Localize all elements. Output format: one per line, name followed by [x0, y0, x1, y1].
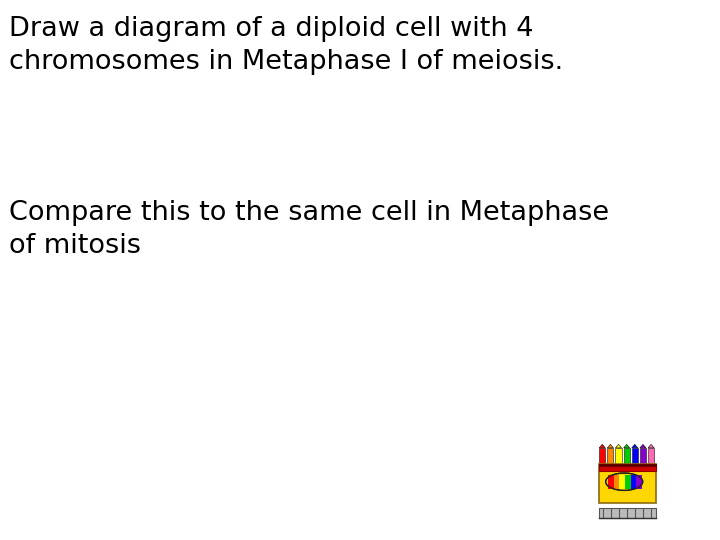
Polygon shape — [608, 444, 613, 448]
Polygon shape — [631, 444, 638, 448]
Bar — [608, 475, 613, 489]
Bar — [640, 448, 646, 468]
Bar — [613, 475, 619, 489]
Polygon shape — [616, 444, 621, 448]
Bar — [599, 448, 606, 468]
Bar — [625, 475, 631, 489]
Bar — [598, 464, 655, 466]
Bar — [624, 448, 630, 468]
Bar — [636, 475, 642, 489]
Bar — [598, 464, 655, 471]
Bar — [608, 448, 613, 468]
Bar — [631, 475, 636, 489]
Bar — [631, 448, 638, 468]
Polygon shape — [640, 444, 646, 448]
Text: Compare this to the same cell in Metaphase
of mitosis: Compare this to the same cell in Metapha… — [9, 200, 609, 259]
Bar — [648, 448, 654, 468]
Polygon shape — [648, 444, 654, 448]
Bar — [598, 508, 655, 518]
Polygon shape — [624, 444, 630, 448]
Ellipse shape — [606, 473, 643, 490]
Bar — [616, 448, 621, 468]
Polygon shape — [599, 444, 606, 448]
Bar — [619, 475, 625, 489]
Text: Draw a diagram of a diploid cell with 4
chromosomes in Metaphase I of meiosis.: Draw a diagram of a diploid cell with 4 … — [9, 16, 563, 75]
Bar — [598, 464, 655, 503]
